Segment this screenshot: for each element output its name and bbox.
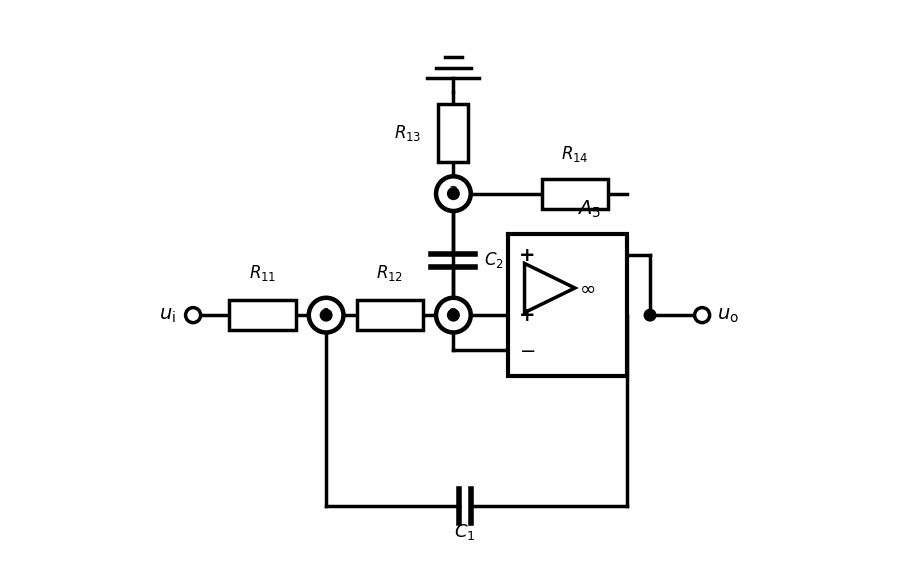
Circle shape — [436, 176, 470, 211]
Bar — [229, 300, 296, 330]
Text: $C_2$: $C_2$ — [484, 250, 504, 270]
Text: $R_{12}$: $R_{12}$ — [376, 263, 404, 283]
Text: $-$: $-$ — [519, 340, 535, 359]
Text: 3: 3 — [449, 186, 459, 201]
Circle shape — [309, 298, 343, 332]
Text: $R_{14}$: $R_{14}$ — [561, 144, 588, 164]
Circle shape — [644, 310, 656, 321]
Text: $A_5$: $A_5$ — [577, 199, 601, 220]
Circle shape — [321, 310, 332, 321]
Circle shape — [448, 310, 460, 321]
Text: $\infty$: $\infty$ — [579, 279, 596, 297]
Bar — [439, 104, 469, 162]
Bar — [508, 234, 627, 376]
Bar — [357, 300, 423, 330]
Text: $R_{13}$: $R_{13}$ — [394, 123, 421, 143]
Circle shape — [186, 308, 201, 322]
Circle shape — [436, 298, 470, 332]
Circle shape — [695, 308, 710, 322]
Text: 1: 1 — [322, 308, 331, 322]
Text: 2: 2 — [449, 308, 459, 322]
Circle shape — [448, 188, 460, 200]
Text: +: + — [519, 246, 535, 265]
Bar — [542, 179, 608, 208]
Text: $C_1$: $C_1$ — [454, 522, 476, 542]
Text: $R_{11}$: $R_{11}$ — [249, 263, 277, 283]
Text: $u_{\rm i}$: $u_{\rm i}$ — [159, 305, 176, 325]
Text: +: + — [519, 305, 535, 325]
Text: $u_{\rm o}$: $u_{\rm o}$ — [716, 305, 739, 325]
Polygon shape — [524, 263, 575, 312]
